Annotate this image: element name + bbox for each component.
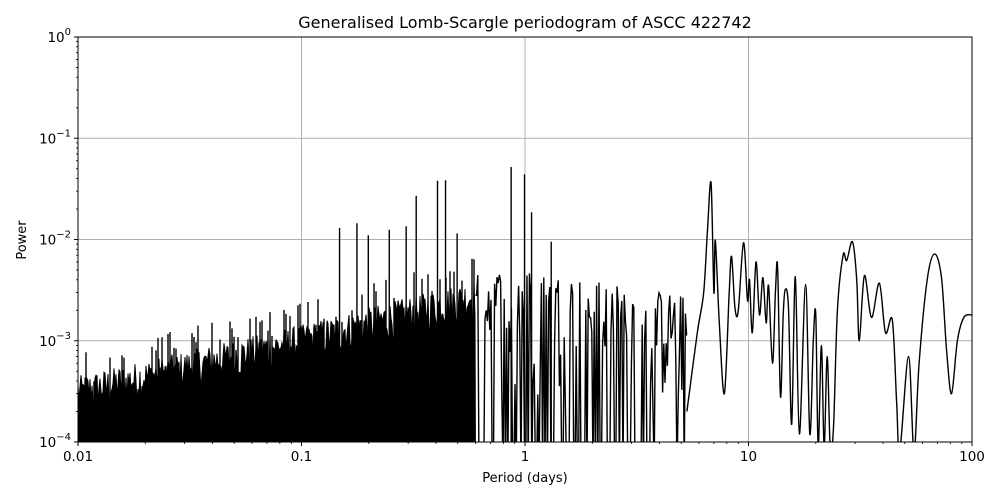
y-tick-label: 10−2 bbox=[39, 230, 71, 249]
x-tick-label: 0.01 bbox=[63, 449, 93, 465]
spectrum-smooth-tail bbox=[686, 180, 972, 442]
y-tick-label: 10−3 bbox=[39, 331, 71, 350]
y-tick-label: 10−1 bbox=[39, 128, 71, 147]
x-axis: 0.01 0.1 1 10 100 bbox=[63, 442, 985, 465]
y-tick-label: 10−4 bbox=[39, 432, 71, 451]
spectrum-spikes bbox=[83, 167, 688, 442]
x-tick-label: 100 bbox=[959, 449, 985, 465]
x-tick-label: 0.1 bbox=[291, 449, 312, 465]
y-axis-label: Power bbox=[15, 220, 30, 260]
y-axis: 10−4 10−3 10−2 10−1 100 bbox=[39, 27, 78, 451]
x-tick-label: 1 bbox=[521, 449, 530, 465]
chart-title: Generalised Lomb-Scargle periodogram of … bbox=[298, 13, 752, 32]
plot-area bbox=[78, 167, 972, 442]
x-tick-label: 10 bbox=[740, 449, 757, 465]
y-tick-label: 100 bbox=[47, 27, 71, 46]
x-axis-label: Period (days) bbox=[482, 471, 568, 486]
